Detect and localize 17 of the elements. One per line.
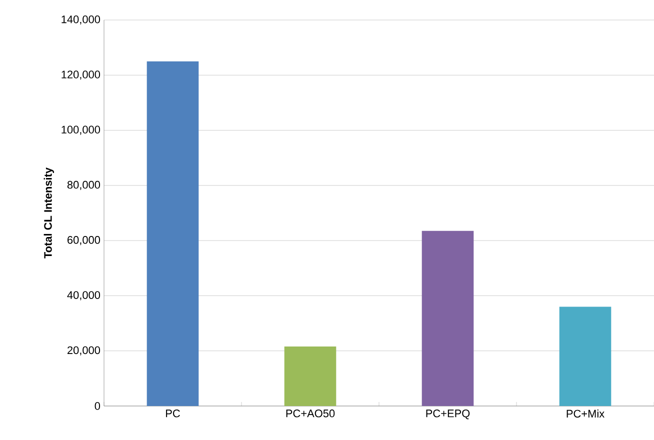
y-axis-title: Total CL Intensity: [44, 168, 54, 258]
y-tick-label: 60,000: [68, 236, 100, 246]
x-tick-label: PC+Mix: [566, 410, 604, 418]
bar: [284, 346, 336, 406]
bar: [559, 306, 612, 406]
y-tick-label: 0: [94, 402, 100, 410]
y-tick-label: 40,000: [67, 291, 100, 300]
x-tick-label: PC: [166, 410, 180, 418]
x-tick-label: PC+EPQ: [426, 410, 470, 420]
y-tick-label: 100,000: [62, 126, 100, 135]
x-tick-label: PC+AO50: [286, 410, 335, 418]
y-tick-label: 140,000: [62, 15, 100, 25]
bar: [422, 230, 474, 406]
y-tick-label: 120,000: [62, 70, 100, 80]
bar: [146, 61, 199, 406]
y-tick-label: 20,000: [68, 346, 100, 356]
y-tick-label: 80,000: [67, 180, 100, 190]
